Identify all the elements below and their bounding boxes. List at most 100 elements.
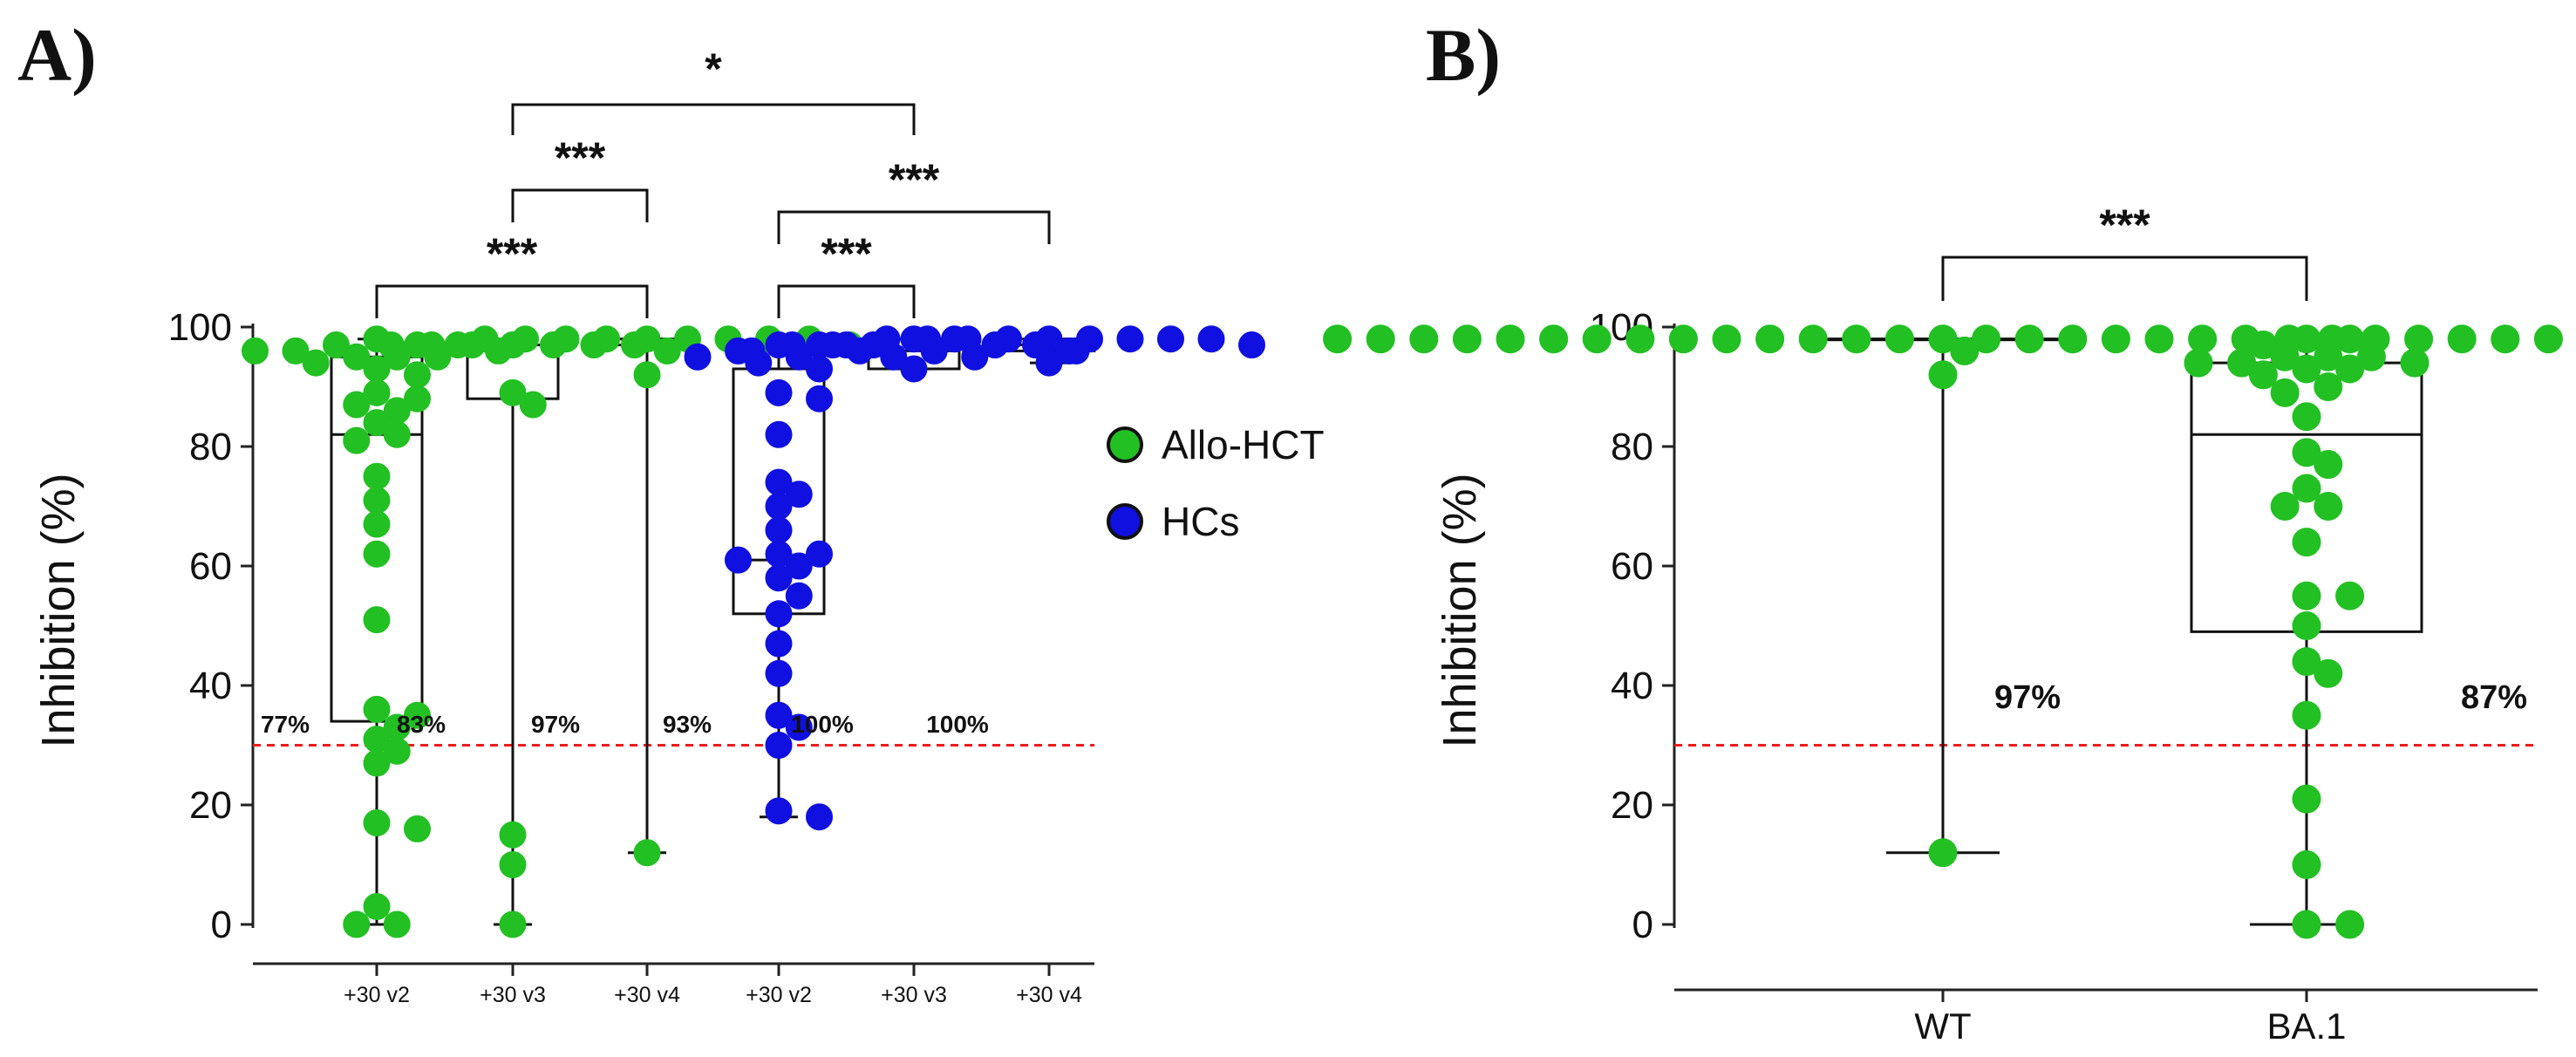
data-point [378,331,405,359]
significance-bracket [375,284,649,318]
data-point [1076,325,1103,353]
data-point [995,325,1022,353]
data-point [1950,336,1980,365]
data-point [383,910,411,938]
data-point [2314,372,2343,401]
data-point [2058,324,2088,354]
legend-marker [1107,426,1143,463]
data-point [343,426,371,454]
significance-bracket [511,188,649,222]
data-point [765,630,793,658]
positive-percent-label: 100% [791,711,854,738]
data-point [2314,450,2343,480]
data-point [1452,324,1482,354]
x-tick-label: +30 v3 [881,983,947,1007]
data-point [2292,784,2321,814]
significance-label: *** [487,229,538,278]
significance-bracket [777,284,916,318]
data-point [2188,324,2218,354]
data-point [2335,324,2365,354]
data-point [2101,324,2130,354]
y-tick-label: 0 [1632,904,1653,946]
panel-a: A) Inhibition (%) 0 20 40 60 80 100 +30 v2 +30 … [17,13,1325,1007]
y-tick-label: 40 [1611,665,1653,707]
data-point [2314,492,2343,521]
data-point [2292,528,2321,557]
data-point [1366,324,1395,354]
significance-label: *** [889,155,940,204]
data-point [2014,324,2044,354]
data-point [323,331,350,359]
data-point [765,493,793,520]
data-point [1157,325,1184,353]
data-point [363,892,391,920]
data-point [2292,324,2321,354]
data-point [302,349,330,377]
data-point [2400,348,2429,378]
x-tick-label: +30 v4 [1016,983,1082,1007]
data-point [2292,910,2321,939]
positive-percent-label: 100% [926,711,989,738]
y-tick-label: 60 [1611,545,1653,588]
data-point [1755,324,1785,354]
y-tick-label: 20 [1611,784,1653,827]
legend-marker [1107,503,1143,540]
data-point [2404,324,2434,354]
data-point [765,659,793,687]
data-point [282,337,310,365]
data-point [765,732,793,759]
data-point [1625,324,1655,354]
significance-label: *** [2099,201,2150,249]
data-point [1496,324,1525,354]
significance-bracket [511,103,916,135]
data-point [383,420,411,448]
data-point [1055,337,1083,365]
data-point [2292,581,2321,610]
data-point [471,325,499,353]
panel-b-y-axis-title: Inhibition (%) [1434,473,1486,747]
data-point [2184,348,2213,378]
data-point [499,378,527,406]
data-point [363,462,391,490]
x-tick-label: +30 v4 [614,983,680,1007]
data-point [633,325,661,353]
data-point [404,385,431,413]
data-point [806,803,833,831]
data-point [552,325,580,353]
data-point [242,337,269,365]
data-point [343,391,371,419]
positive-percent-label: 87% [2461,679,2527,716]
data-point [1712,324,1741,354]
data-point [765,516,793,544]
data-point [765,378,793,406]
data-point [833,331,860,359]
data-point [785,481,813,508]
data-point [684,343,712,371]
significance-label: *** [821,229,872,278]
data-point [2335,581,2365,610]
legend: Allo-HCT HCs [1107,422,1325,544]
data-point [785,713,813,741]
data-point [383,737,411,765]
y-tick-label: 20 [189,784,232,827]
data-point [2533,324,2563,354]
data-point [779,331,806,359]
data-point [363,409,391,437]
data-point [2144,324,2174,354]
significance-bracket [1941,256,2308,301]
data-point [633,839,661,867]
panel-a-y-axis-title: Inhibition (%) [32,473,85,747]
data-point [765,564,793,592]
data-point [2292,474,2321,503]
data-point [1928,838,1958,868]
data-point [2292,354,2321,384]
data-point [765,701,793,729]
data-point [1409,324,1439,354]
data-point [499,910,527,938]
data-point [363,809,391,837]
data-point [2491,324,2520,354]
data-point [806,540,833,568]
data-point [633,361,661,389]
significance-bracket [777,210,1051,244]
